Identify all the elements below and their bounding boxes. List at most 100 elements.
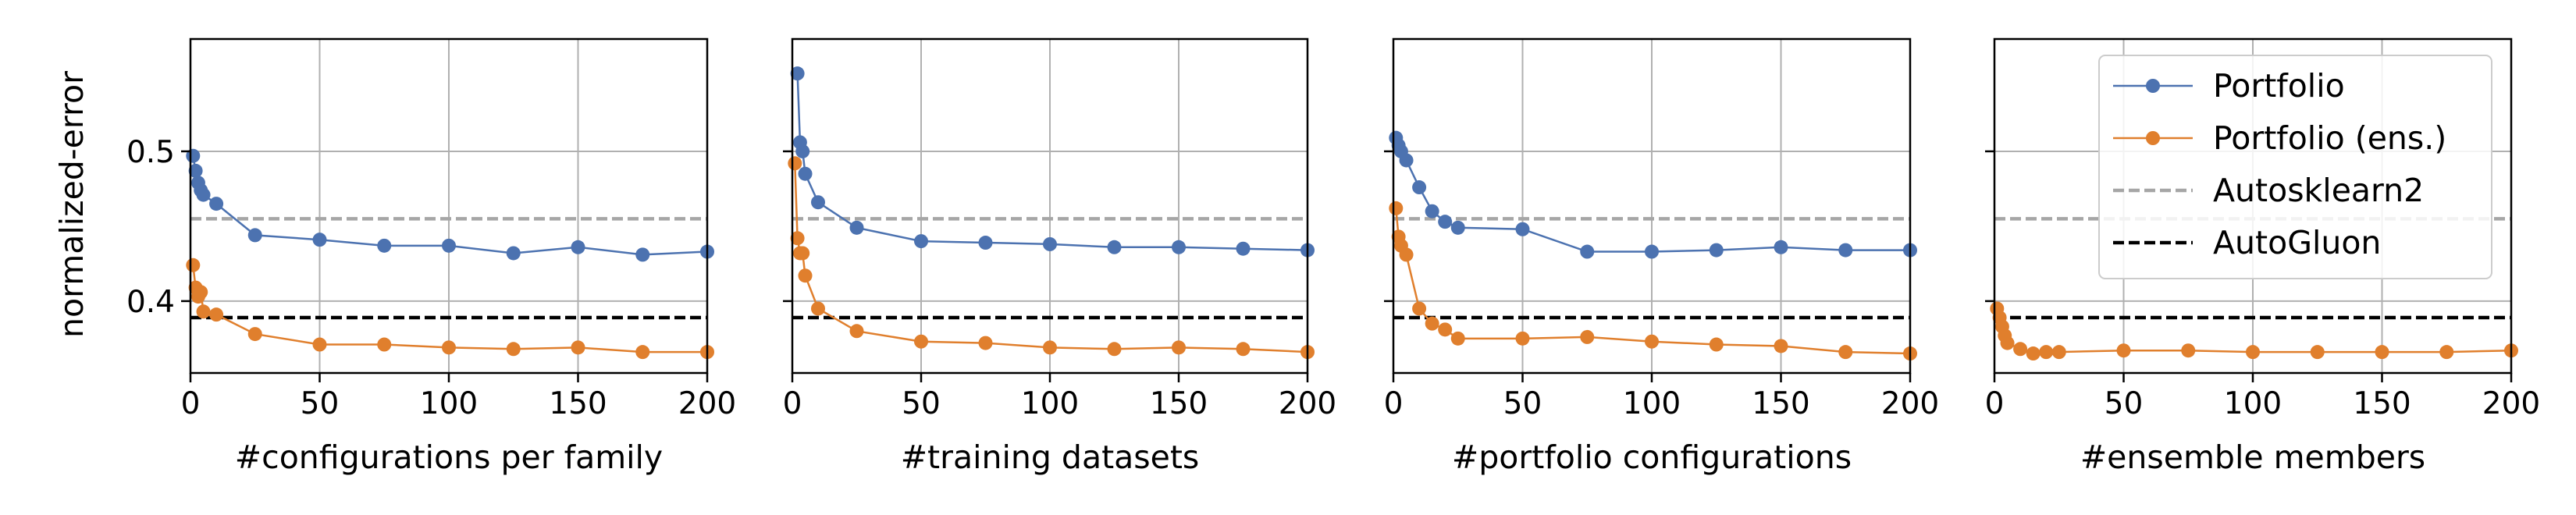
portfolio-ens-series-line xyxy=(1395,208,1911,355)
x-tick-label: 50 xyxy=(1503,386,1542,421)
portfolio-point xyxy=(1399,153,1414,168)
x-tick-label: 150 xyxy=(549,386,607,421)
portfolio-ens-point xyxy=(571,340,585,355)
portfolio-ens-point xyxy=(2013,342,2028,357)
portfolio-ens-point xyxy=(1515,331,1530,346)
portfolio-ens-point xyxy=(1412,301,1427,316)
portfolio-ens-point xyxy=(795,246,810,261)
portfolio-point xyxy=(1645,244,1659,259)
x-tick-label: 0 xyxy=(1985,386,2005,421)
portfolio-ens-point xyxy=(1043,340,1057,355)
legend-autosklearn2-label: Autosklearn2 xyxy=(2213,172,2424,209)
x-tick-label: 0 xyxy=(1384,386,1404,421)
x-tick-label: 150 xyxy=(1752,386,1809,421)
x-tick-label: 100 xyxy=(420,386,478,421)
portfolio-ens-point xyxy=(1236,342,1251,357)
portfolio-ens-point xyxy=(2310,345,2325,360)
portfolio-ens-point xyxy=(196,304,211,319)
portfolio-point xyxy=(914,234,928,249)
portfolio-ens-point xyxy=(2375,345,2389,360)
legend-autogluon-label: AutoGluon xyxy=(2213,224,2381,261)
portfolio-point xyxy=(1107,240,1122,254)
portfolio-ens-point xyxy=(312,337,327,352)
portfolio-point xyxy=(209,197,224,211)
portfolio-ens-point xyxy=(2026,346,2041,361)
portfolio-point xyxy=(635,247,650,262)
x-tick-label: 100 xyxy=(1021,386,1079,421)
portfolio-point xyxy=(790,66,805,81)
portfolio-point xyxy=(188,163,203,178)
portfolio-ens-point xyxy=(2051,345,2066,360)
portfolio-point xyxy=(1412,180,1427,195)
portfolio-ens-point xyxy=(788,156,802,171)
portfolio-ens-point xyxy=(506,342,521,357)
portfolio-ens-point xyxy=(2039,345,2054,360)
portfolio-point xyxy=(811,195,825,210)
x-tick-label: 0 xyxy=(783,386,802,421)
legend: Portfolio Portfolio (ens.) Autosklearn2 Aut… xyxy=(2098,55,2492,279)
x-tick-label: 100 xyxy=(2224,386,2282,421)
portfolio-ens-point xyxy=(798,268,813,283)
portfolio-ens-point xyxy=(1450,331,1465,346)
legend-portfolio-ens-label: Portfolio (ens.) xyxy=(2213,119,2446,157)
x-axis-label: #configurations per family xyxy=(235,439,663,476)
portfolio-ens-point xyxy=(2246,345,2260,360)
x-axis-label: #ensemble members xyxy=(2080,439,2425,476)
portfolio-point xyxy=(978,236,993,250)
legend-box xyxy=(2098,55,2492,279)
portfolio-ens-point xyxy=(1580,329,1595,344)
portfolio-point xyxy=(849,220,864,235)
chart-panel-2: 0 50 100 150 200 #training datasets xyxy=(783,37,1336,476)
portfolio-ens-series-line xyxy=(794,163,1308,353)
portfolio-ens-point xyxy=(635,345,650,360)
portfolio-point xyxy=(1172,240,1186,254)
x-tick-label: 0 xyxy=(181,386,201,421)
portfolio-ens-point xyxy=(1389,201,1404,215)
portfolio-point xyxy=(247,228,262,243)
portfolio-ens-series-line xyxy=(192,265,707,353)
portfolio-point xyxy=(377,238,392,253)
portfolio-ens-point xyxy=(377,337,392,352)
x-tick-label: 200 xyxy=(2482,386,2540,421)
y-tick-label: 0.4 xyxy=(126,285,175,320)
portfolio-ens-point xyxy=(1107,342,1122,357)
portfolio-ens-point xyxy=(1838,345,1853,360)
portfolio-point xyxy=(1438,215,1453,229)
x-tick-label: 150 xyxy=(2353,386,2411,421)
chart-panel-1: 0 50 100 150 200 0.4 0.5 #configurations per fa… xyxy=(126,37,736,476)
portfolio-ens-point xyxy=(914,334,928,349)
portfolio-ens-point xyxy=(1399,247,1414,262)
portfolio-point xyxy=(1774,240,1788,254)
x-tick-label: 150 xyxy=(1150,386,1208,421)
portfolio-ens-point xyxy=(2000,336,2015,350)
portfolio-ens-point xyxy=(811,301,825,316)
portfolio-point xyxy=(1450,220,1465,235)
portfolio-point xyxy=(312,233,327,247)
portfolio-ens-point xyxy=(247,327,262,342)
portfolio-series-line xyxy=(796,73,1308,251)
portfolio-ens-point xyxy=(2181,343,2196,358)
portfolio-ens-point xyxy=(849,324,864,339)
portfolio-ens-point xyxy=(978,336,993,350)
y-axis-label: normalized-error xyxy=(53,71,91,338)
portfolio-point xyxy=(1838,243,1853,258)
x-tick-label: 50 xyxy=(2105,386,2144,421)
portfolio-ens-point xyxy=(1438,322,1453,337)
x-tick-label: 200 xyxy=(678,386,736,421)
x-tick-label: 50 xyxy=(902,386,941,421)
x-tick-label: 200 xyxy=(1881,386,1939,421)
x-axis-label: #portfolio configurations xyxy=(1452,439,1852,476)
portfolio-ens-point xyxy=(790,231,805,246)
portfolio-point xyxy=(1709,243,1724,258)
y-tick-label: 0.5 xyxy=(126,135,175,170)
portfolio-ens-point xyxy=(1172,340,1186,355)
portfolio-ens-point xyxy=(2439,345,2454,360)
portfolio-point xyxy=(1515,222,1530,236)
portfolio-ens-point xyxy=(1425,316,1439,331)
portfolio-ens-point xyxy=(1645,334,1659,349)
portfolio-point xyxy=(795,144,810,158)
x-tick-label: 200 xyxy=(1279,386,1336,421)
portfolio-ens-point xyxy=(209,307,224,322)
portfolio-ens-point xyxy=(2116,343,2131,358)
